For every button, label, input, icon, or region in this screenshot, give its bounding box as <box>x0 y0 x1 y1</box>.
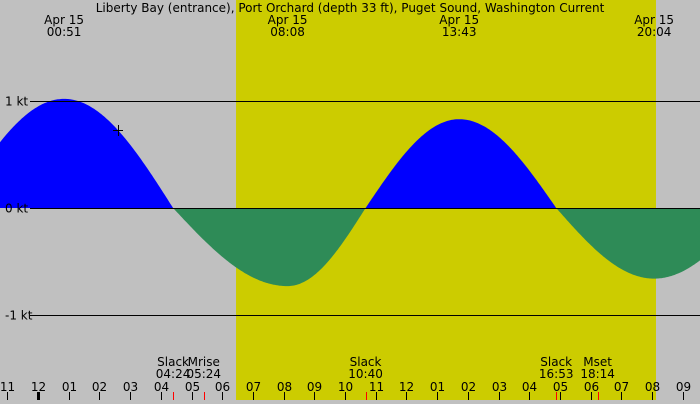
x-tick-label: 06 <box>215 380 230 394</box>
x-tick-label: 04 <box>522 380 537 394</box>
x-tick-label: 05 <box>553 380 568 394</box>
extremum-date-label: Apr 15 <box>44 13 84 27</box>
event-label: Slack <box>157 355 189 369</box>
event-label: Mset <box>583 355 612 369</box>
chart-title: Liberty Bay (entrance), Port Orchard (de… <box>96 1 605 15</box>
x-tick-label: 02 <box>461 380 476 394</box>
event-time: 04:24 <box>156 367 191 381</box>
x-tick-label: 09 <box>676 380 691 394</box>
x-tick-label: 03 <box>492 380 507 394</box>
ebb-current-area <box>0 208 700 287</box>
x-tick-label: 07 <box>614 380 629 394</box>
x-tick-label: 05 <box>185 380 200 394</box>
y-tick-label: 0 kt <box>5 202 28 216</box>
x-tick-label: 02 <box>92 380 107 394</box>
event-time: 05:24 <box>186 367 221 381</box>
extremum-time-label: 20:04 <box>637 25 672 39</box>
y-tick-label: 1 kt <box>5 95 28 109</box>
extremum-date-label: Apr 15 <box>439 13 479 27</box>
x-tick-label: 01 <box>62 380 77 394</box>
event-time: 16:53 <box>539 367 574 381</box>
cursor-crosshair-icon <box>113 125 123 136</box>
event-time: 10:40 <box>348 367 383 381</box>
extremum-date-label: Apr 15 <box>634 13 674 27</box>
x-tick-label: 12 <box>31 380 46 394</box>
x-tick-label: 11 <box>369 380 384 394</box>
x-tick-label: 04 <box>154 380 169 394</box>
x-tick-label: 09 <box>307 380 322 394</box>
x-tick-label: 06 <box>584 380 599 394</box>
extremum-date-label: Apr 15 <box>268 13 308 27</box>
extremum-time-label: 13:43 <box>442 25 477 39</box>
extremum-time-label: 08:08 <box>270 25 305 39</box>
x-tick-label: 08 <box>277 380 292 394</box>
x-tick-label: 12 <box>399 380 414 394</box>
event-label: Slack <box>350 355 382 369</box>
x-tick-label: 10 <box>338 380 353 394</box>
x-tick-label: 08 <box>645 380 660 394</box>
event-time: 18:14 <box>580 367 615 381</box>
x-tick-label: 03 <box>123 380 138 394</box>
flood-current-area <box>0 98 700 208</box>
event-label: Mrise <box>188 355 220 369</box>
y-tick-label: -1 kt <box>5 309 33 323</box>
extremum-time-label: 00:51 <box>47 25 82 39</box>
x-tick-label: 07 <box>246 380 261 394</box>
x-tick-label: 11 <box>0 380 15 394</box>
x-tick-label: 01 <box>430 380 445 394</box>
event-label: Slack <box>540 355 572 369</box>
